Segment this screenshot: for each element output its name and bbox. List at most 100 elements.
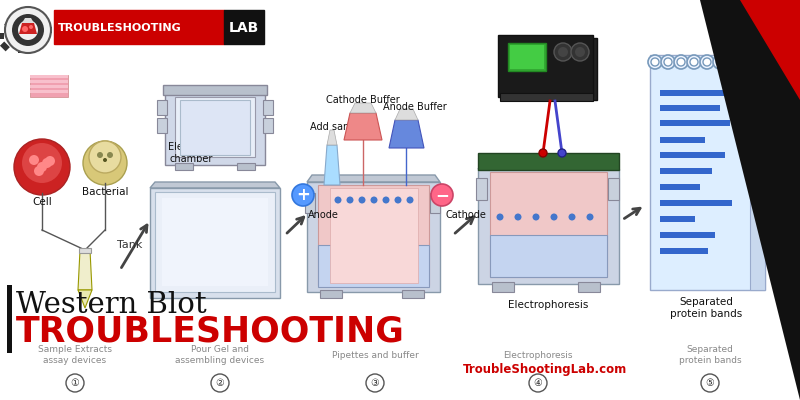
- Circle shape: [664, 58, 672, 66]
- Circle shape: [12, 14, 44, 46]
- Text: Cell: Cell: [32, 197, 52, 207]
- Circle shape: [674, 55, 688, 69]
- Text: LAB: LAB: [229, 21, 259, 35]
- Text: Separated
protein bands: Separated protein bands: [670, 297, 742, 319]
- Bar: [508, 43, 546, 71]
- Bar: [165, 90, 265, 165]
- Bar: [660, 152, 725, 158]
- Bar: [44, 27, 52, 33]
- Bar: [0, 42, 10, 51]
- Bar: [320, 290, 342, 298]
- Bar: [307, 182, 440, 292]
- Bar: [660, 120, 730, 126]
- Text: Sample Extracts
assay devices: Sample Extracts assay devices: [38, 345, 112, 365]
- Circle shape: [97, 152, 103, 158]
- Bar: [30, 75, 68, 97]
- Circle shape: [700, 55, 714, 69]
- Bar: [305, 193, 315, 213]
- Text: Cathode Buffer: Cathode Buffer: [326, 95, 400, 105]
- Circle shape: [83, 141, 127, 185]
- Polygon shape: [478, 162, 619, 169]
- Bar: [263, 100, 273, 115]
- Bar: [155, 192, 275, 292]
- Circle shape: [89, 141, 121, 173]
- Bar: [660, 137, 705, 143]
- Bar: [157, 100, 167, 115]
- Bar: [660, 90, 740, 96]
- Circle shape: [713, 55, 727, 69]
- Bar: [578, 282, 600, 292]
- Text: Cathode: Cathode: [445, 210, 486, 220]
- Circle shape: [366, 374, 384, 392]
- Bar: [53, 10, 265, 44]
- Circle shape: [529, 374, 547, 392]
- Bar: [660, 232, 715, 238]
- Text: Bacterial: Bacterial: [82, 187, 128, 197]
- Text: ③: ③: [370, 378, 379, 388]
- Polygon shape: [78, 250, 92, 290]
- Bar: [490, 172, 607, 277]
- Circle shape: [701, 374, 719, 392]
- Text: Anode: Anode: [308, 210, 339, 220]
- Circle shape: [742, 58, 750, 66]
- Bar: [492, 282, 514, 292]
- Polygon shape: [344, 113, 382, 140]
- Bar: [175, 97, 255, 157]
- Circle shape: [406, 196, 414, 204]
- Text: Pipettes and buffer: Pipettes and buffer: [332, 350, 418, 360]
- Bar: [38, 15, 48, 24]
- Circle shape: [648, 55, 662, 69]
- Polygon shape: [307, 175, 440, 182]
- Bar: [502, 38, 597, 100]
- Text: ①: ①: [70, 378, 79, 388]
- Text: TROUBLESHOOTING: TROUBLESHOOTING: [58, 23, 182, 33]
- Polygon shape: [78, 290, 92, 308]
- Bar: [162, 198, 268, 286]
- Circle shape: [586, 214, 594, 220]
- Bar: [54, 10, 224, 44]
- Text: Electrophoresis: Electrophoresis: [508, 300, 588, 310]
- Circle shape: [292, 184, 314, 206]
- Circle shape: [346, 196, 354, 204]
- Circle shape: [22, 26, 28, 32]
- Bar: [30, 85, 68, 88]
- Bar: [750, 55, 765, 290]
- Circle shape: [211, 374, 229, 392]
- Bar: [263, 118, 273, 133]
- Text: +: +: [296, 186, 310, 204]
- Bar: [660, 248, 708, 254]
- Circle shape: [726, 55, 740, 69]
- Circle shape: [107, 152, 113, 158]
- Text: Separated
protein bands: Separated protein bands: [678, 345, 742, 365]
- Bar: [30, 90, 68, 93]
- Bar: [237, 163, 255, 170]
- Bar: [318, 245, 429, 287]
- Bar: [476, 178, 487, 200]
- Text: Tank: Tank: [117, 240, 142, 250]
- Bar: [330, 188, 418, 283]
- Polygon shape: [327, 130, 337, 145]
- Polygon shape: [700, 0, 800, 400]
- Text: TROUBLESHOOTING: TROUBLESHOOTING: [16, 315, 405, 349]
- Bar: [180, 100, 250, 155]
- Circle shape: [29, 25, 33, 29]
- Text: Anode Buffer: Anode Buffer: [383, 102, 447, 112]
- Polygon shape: [150, 182, 280, 188]
- Text: ④: ④: [534, 378, 542, 388]
- Circle shape: [5, 7, 51, 53]
- Circle shape: [497, 214, 503, 220]
- Circle shape: [677, 58, 685, 66]
- Bar: [660, 216, 695, 222]
- Bar: [157, 118, 167, 133]
- Circle shape: [550, 214, 558, 220]
- Circle shape: [651, 58, 659, 66]
- Bar: [150, 188, 280, 298]
- Circle shape: [334, 196, 342, 204]
- Polygon shape: [740, 0, 800, 100]
- Circle shape: [66, 374, 84, 392]
- Bar: [24, 13, 30, 21]
- Bar: [402, 290, 424, 298]
- Bar: [660, 184, 700, 190]
- Bar: [18, 45, 24, 53]
- Bar: [608, 178, 619, 200]
